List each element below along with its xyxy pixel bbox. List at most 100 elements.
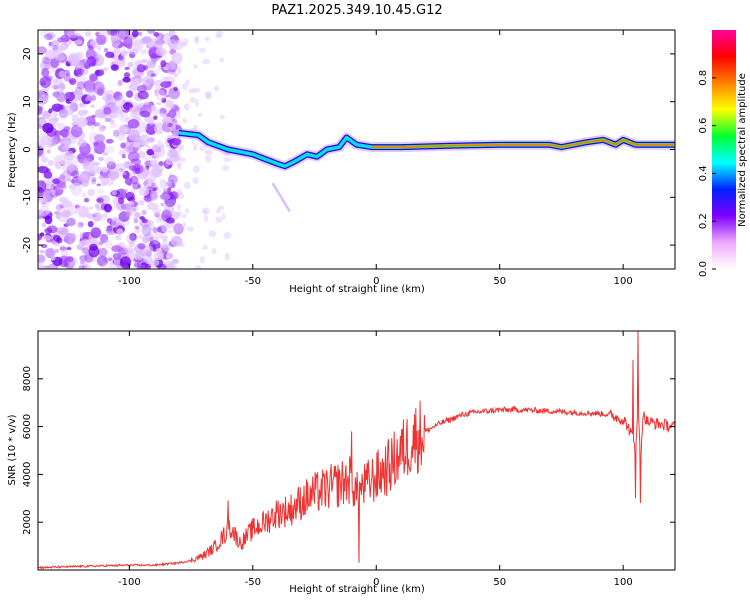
noise-blob — [98, 247, 108, 257]
noise-blob — [38, 141, 46, 149]
colorbar-tick-label: 0.2 — [698, 213, 709, 229]
noise-blob — [49, 68, 57, 75]
noise-blob — [129, 208, 135, 212]
noise-blob — [110, 33, 123, 45]
colorbar-tick-label: 0.4 — [698, 165, 709, 181]
noise-blob — [151, 144, 160, 153]
noise-blob — [176, 188, 182, 196]
noise-blob — [88, 44, 94, 49]
noise-blob — [166, 62, 176, 70]
noise-blob — [44, 247, 57, 258]
noise-blob — [160, 242, 168, 249]
noise-blob — [87, 220, 94, 228]
noise-blob — [140, 104, 152, 118]
noise-blob — [171, 137, 182, 146]
noise-blob — [109, 118, 115, 124]
noise-blob — [63, 140, 72, 148]
noise-blob — [90, 95, 96, 102]
noise-blob — [122, 42, 128, 47]
noise-blob — [184, 207, 190, 214]
noise-blob — [39, 249, 45, 254]
noise-blob — [224, 253, 230, 261]
noise-blob — [38, 180, 47, 193]
noise-blob — [39, 76, 52, 88]
noise-blob — [78, 173, 89, 183]
noise-blob — [105, 51, 115, 58]
noise-blob — [81, 247, 90, 255]
noise-blob — [165, 252, 174, 260]
noise-blob — [155, 89, 166, 101]
noise-blob — [46, 140, 55, 149]
noise-blob — [67, 30, 79, 39]
noise-blob — [133, 163, 144, 175]
colorbar-tick-label: 0.0 — [698, 261, 709, 277]
snr-x-axis: -100 -50 0 50 100 — [118, 331, 633, 588]
noise-blob — [153, 115, 158, 120]
noise-blob — [63, 30, 75, 38]
noise-blob — [112, 45, 119, 51]
noise-blob — [207, 149, 213, 156]
noise-blob — [40, 60, 51, 71]
noise-blob — [41, 67, 50, 78]
noise-blob — [38, 262, 42, 267]
noise-blob — [137, 200, 145, 206]
noise-blob — [178, 144, 185, 151]
noise-blob — [117, 79, 123, 86]
noise-blob — [160, 60, 167, 68]
noise-blob — [186, 226, 194, 232]
x-tick-label: 50 — [493, 577, 506, 588]
noise-blob — [131, 102, 139, 109]
noise-blob — [50, 40, 60, 47]
noise-blob — [52, 78, 64, 87]
colorbar: 0.0 0.2 0.4 0.6 0.8 Normalized spectral ampl… — [698, 30, 748, 277]
noise-blob — [167, 122, 174, 127]
noise-blob — [202, 244, 208, 251]
noise-blob — [154, 90, 160, 95]
noise-blob — [204, 36, 210, 42]
noise-blob — [154, 79, 164, 89]
noise-blob — [121, 153, 126, 159]
noise-blob — [65, 62, 71, 67]
noise-blob — [128, 106, 136, 113]
noise-blob — [79, 59, 91, 67]
noise-blob — [80, 172, 92, 182]
colorbar-label: Normalized spectral amplitude — [737, 73, 748, 227]
noise-blob — [80, 178, 90, 188]
noise-blob — [89, 166, 101, 175]
noise-blob — [74, 39, 83, 46]
noise-blob — [222, 165, 230, 172]
noise-blob — [167, 139, 174, 144]
noise-blob — [173, 223, 184, 235]
noise-blob — [56, 181, 66, 189]
noise-blob — [96, 198, 102, 203]
noise-blob — [192, 165, 200, 174]
noise-blob — [160, 235, 169, 241]
noise-blob — [132, 78, 141, 85]
noise-blob — [66, 256, 74, 263]
noise-blob — [152, 187, 157, 191]
noise-blob — [169, 191, 179, 200]
noise-blob — [75, 205, 87, 219]
noise-blob — [154, 39, 164, 50]
noise-blob — [183, 102, 190, 111]
noise-blob — [53, 155, 64, 166]
noise-blob — [128, 172, 137, 180]
noise-blob — [104, 117, 112, 123]
noise-blob — [92, 121, 101, 127]
noise-blob — [98, 242, 104, 246]
noise-blob — [166, 262, 177, 269]
noise-blob — [131, 30, 139, 38]
noise-blob — [63, 223, 70, 227]
noise-blob — [43, 170, 53, 179]
noise-blob — [59, 246, 67, 251]
snr-x-label: Height of straight line (km) — [289, 584, 425, 595]
noise-blob — [117, 197, 125, 205]
noise-blob — [136, 64, 146, 73]
noise-blob — [139, 110, 151, 118]
noise-blob — [129, 175, 139, 185]
noise-blob — [223, 232, 232, 239]
noise-blob — [69, 77, 77, 86]
noise-blob — [168, 173, 174, 178]
noise-blob — [168, 30, 176, 38]
